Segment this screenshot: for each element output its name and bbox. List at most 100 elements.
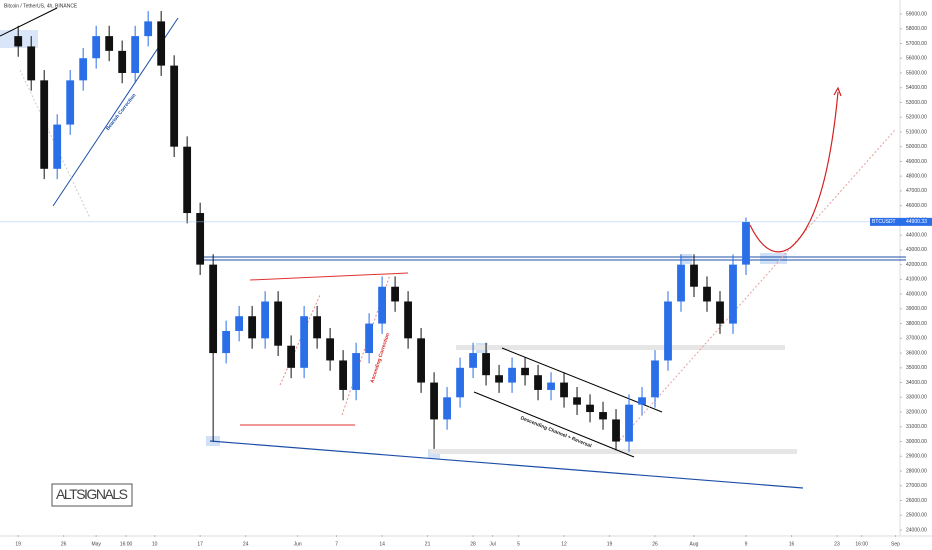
trendline: [501, 347, 663, 413]
trendline: [52, 17, 179, 207]
candle-body: [443, 397, 451, 420]
candle-body: [599, 412, 607, 420]
x-tick-label: 21: [425, 541, 431, 547]
x-tick-label: 17: [197, 541, 203, 547]
highlight: [760, 253, 787, 264]
x-tick-label: 7: [335, 541, 338, 547]
x-tick-label: 9: [745, 541, 748, 547]
y-tick-label: 31000.00: [906, 424, 927, 430]
symbol-label: BTCUSDT: [872, 219, 896, 225]
y-tick-label: 24000.00: [906, 527, 927, 533]
candle-body: [222, 330, 231, 354]
candle-body: [742, 221, 750, 265]
trendline: [473, 391, 635, 458]
x-tick-label: 23: [834, 541, 840, 547]
candle-body: [287, 345, 296, 368]
y-tick-label: 59000.00: [906, 11, 927, 17]
y-tick-label: 51000.00: [906, 129, 927, 135]
y-tick-label: 57000.00: [906, 41, 927, 47]
trendline: [279, 294, 321, 386]
y-tick-label: 29000.00: [906, 454, 927, 460]
candle-body: [209, 264, 218, 354]
y-tick-label: 35000.00: [906, 365, 927, 371]
y-tick-label: 28000.00: [906, 468, 927, 474]
y-tick-label: 52000.00: [906, 115, 927, 121]
price-label: 44900.33: [906, 219, 927, 225]
candle-body: [144, 21, 153, 37]
x-tick-label: 19: [607, 541, 613, 547]
y-tick-label: 41000.00: [906, 277, 927, 283]
y-tick-label: 44000.00: [906, 232, 927, 238]
candle-body: [573, 397, 581, 405]
x-tick-label: Sep: [891, 541, 900, 547]
candle-body: [196, 213, 205, 265]
y-tick-label: 46000.00: [906, 203, 927, 209]
zone: [430, 449, 797, 454]
y-tick-label: 55000.00: [906, 70, 927, 76]
candle-body: [586, 404, 594, 413]
candle-body: [664, 301, 672, 361]
y-tick-label: 56000.00: [906, 56, 927, 62]
candle-body: [716, 301, 724, 324]
candle-body: [625, 404, 633, 442]
candle-body: [729, 264, 737, 324]
candle-body: [495, 375, 503, 383]
candle-body: [92, 36, 101, 59]
candle-body: [326, 338, 335, 361]
candle-body: [612, 419, 620, 442]
y-tick-label: 36000.00: [906, 350, 927, 356]
candle-body: [534, 375, 542, 390]
y-tick-label: 53000.00: [906, 100, 927, 106]
candle-body: [53, 124, 62, 169]
candle-body: [313, 316, 322, 339]
y-tick-label: 37000.00: [906, 336, 927, 342]
x-tick-label: 24: [243, 541, 249, 547]
y-tick-label: 34000.00: [906, 380, 927, 386]
y-tick-label: 54000.00: [906, 85, 927, 91]
x-tick-label: May: [91, 541, 101, 547]
trendline: [619, 129, 896, 441]
price-tag: [870, 217, 932, 226]
y-tick-label: 58000.00: [906, 26, 927, 32]
x-tick-label: Aug: [690, 541, 699, 547]
y-tick-label: 27000.00: [906, 483, 927, 489]
candle-body: [508, 367, 516, 383]
logo: ALTSIGNALS: [56, 486, 128, 502]
candle-body: [118, 50, 127, 73]
candle-body: [378, 286, 386, 324]
candle-body: [690, 264, 698, 287]
candle-body: [430, 382, 438, 420]
x-tick-label: 5: [517, 541, 520, 547]
candle-body: [456, 367, 464, 398]
zone: [456, 345, 785, 350]
x-tick-label: 10: [152, 541, 158, 547]
x-tick-label: 16:00: [120, 541, 133, 547]
trendline: [249, 272, 409, 281]
candle-body: [105, 36, 114, 51]
y-tick-label: 33000.00: [906, 395, 927, 401]
y-tick-label: 39000.00: [906, 306, 927, 312]
x-tick-label: 16: [789, 541, 795, 547]
highlight: [680, 254, 692, 264]
trendline: [0, 7, 58, 37]
candle-body: [417, 338, 425, 383]
candle-body: [27, 46, 36, 81]
x-tick-label: 19: [15, 541, 21, 547]
candle-body: [66, 80, 75, 125]
candle-body: [677, 264, 685, 302]
y-tick-label: 32000.00: [906, 409, 927, 415]
candle-body: [404, 301, 412, 339]
x-tick-label: 26: [61, 541, 67, 547]
candle-body: [469, 353, 477, 368]
arrow-head: [833, 86, 842, 97]
y-tick-label: 49000.00: [906, 159, 927, 165]
trendline: [209, 440, 804, 489]
candle-body: [391, 286, 399, 302]
candle-body: [703, 286, 711, 302]
y-tick-label: 48000.00: [906, 173, 927, 179]
candle-body: [157, 21, 166, 66]
y-tick-label: 25000.00: [906, 513, 927, 519]
x-tick-label: Jun: [294, 541, 302, 547]
candle-body: [274, 301, 283, 346]
